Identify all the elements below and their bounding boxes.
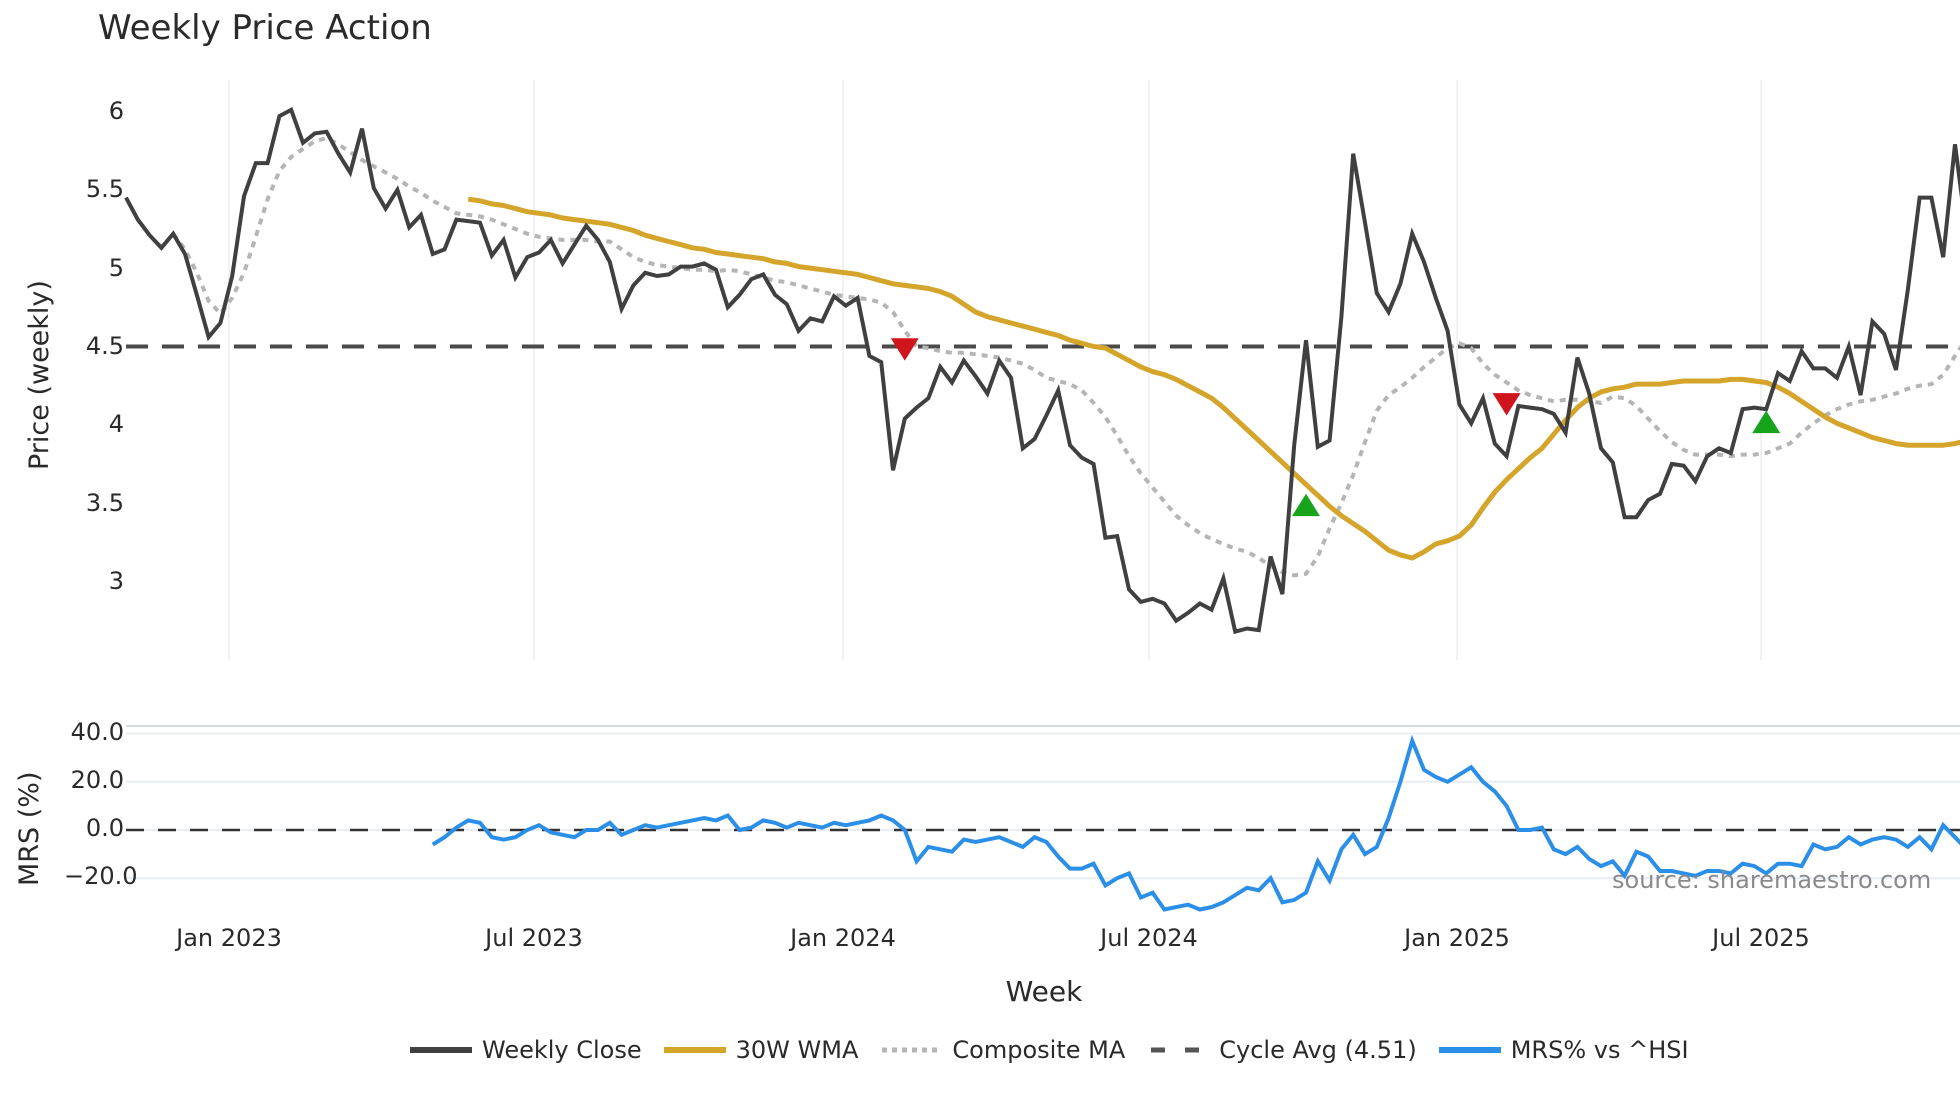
- price-axis-title: Price (weekly): [24, 280, 55, 470]
- chart-title: Weekly Price Action: [98, 8, 432, 48]
- price-panel: [124, 107, 1960, 635]
- source-watermark: source: sharemaestro.com: [1612, 866, 1932, 894]
- x-axis-title: Week: [1005, 975, 1083, 1008]
- mrs-tick-label: −20.0: [64, 862, 138, 891]
- price-tick-label: 3.5: [85, 488, 124, 517]
- solid-line-icon: [663, 1047, 726, 1053]
- legend-item-weekly-close[interactable]: Weekly Close: [410, 1036, 642, 1064]
- legend-item-30w-wma[interactable]: 30W WMA: [663, 1036, 859, 1064]
- dashed-line-icon: [1151, 1047, 1210, 1053]
- x-tick-label: Jan 2025: [1404, 924, 1510, 952]
- legend-item-composite-ma[interactable]: Composite MA: [880, 1036, 1125, 1064]
- price-tick-label: 5.5: [85, 175, 124, 204]
- wma-line: [467, 196, 1960, 561]
- legend-label: Composite MA: [952, 1036, 1126, 1064]
- price-tick-label: 3: [108, 567, 124, 596]
- legend-item-mrs[interactable]: MRS% vs ^HSI: [1438, 1036, 1689, 1064]
- weekly-close-line: [124, 107, 1960, 635]
- gridlines: [126, 80, 1960, 880]
- price-tick-label: 5: [108, 253, 124, 282]
- x-tick-label: Jul 2025: [1712, 924, 1810, 952]
- composite-ma-line: [171, 135, 1960, 578]
- price-tick-label: 6: [108, 97, 124, 125]
- sell-signal-marker: [890, 338, 919, 361]
- mrs-tick-label: 20.0: [70, 765, 124, 794]
- solid-line-icon: [1438, 1047, 1501, 1053]
- solid-line-icon: [410, 1047, 472, 1053]
- legend-label: Cycle Avg (4.51): [1219, 1036, 1417, 1064]
- mrs-tick-label: 0.0: [85, 814, 124, 842]
- buy-signal-marker: [1292, 493, 1320, 517]
- mrs-tick-label: 40.0: [70, 717, 124, 746]
- legend-label: Weekly Close: [482, 1036, 642, 1064]
- legend-label: 30W WMA: [735, 1036, 859, 1064]
- legend-item-cycle-avg[interactable]: Cycle Avg (4.51): [1147, 1036, 1417, 1064]
- price-tick-label: 4: [108, 410, 124, 439]
- x-tick-label: Jul 2024: [1100, 924, 1198, 952]
- dotted-line-icon: [882, 1047, 943, 1053]
- legend: Weekly Close 30W WMA Composite MA Cycle …: [410, 1036, 1711, 1064]
- buy-signal-marker: [1752, 410, 1781, 434]
- price-tick-label: 4.5: [85, 332, 124, 361]
- x-tick-label: Jul 2023: [485, 924, 583, 952]
- x-tick-label: Jan 2023: [176, 924, 282, 952]
- mrs-axis-title: MRS (%): [14, 771, 45, 887]
- sell-signal-marker: [1492, 393, 1521, 416]
- x-tick-label: Jan 2024: [790, 924, 896, 952]
- legend-label: MRS% vs ^HSI: [1510, 1036, 1689, 1064]
- mrs-line: [431, 734, 1960, 912]
- mrs-panel: [126, 734, 1960, 912]
